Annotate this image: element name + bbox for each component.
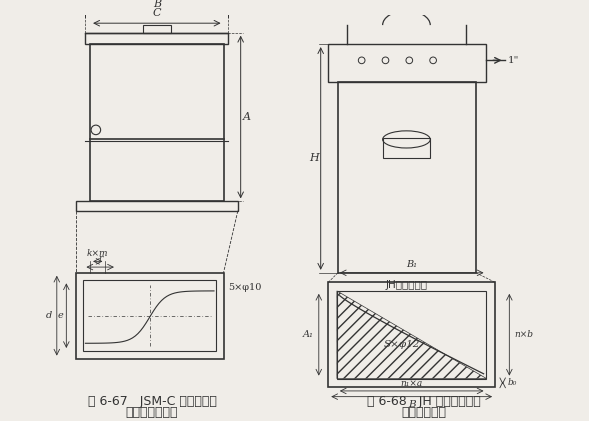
Bar: [383, 138, 430, 158]
Text: 5×φ10: 5×φ10: [229, 282, 262, 292]
Text: JH型安装法兰: JH型安装法兰: [385, 280, 428, 290]
Bar: [85, 33, 229, 44]
Text: 脉冲袋式除尘器: 脉冲袋式除尘器: [126, 406, 178, 419]
Text: B: B: [153, 0, 161, 9]
Text: b₀: b₀: [508, 378, 517, 387]
Text: A: A: [243, 112, 252, 122]
Text: B: B: [408, 400, 415, 410]
Text: H: H: [309, 154, 319, 163]
Text: 图 6-67   JSM-C 型库顶反吹: 图 6-67 JSM-C 型库顶反吹: [88, 395, 217, 408]
Text: r: r: [98, 254, 102, 263]
Bar: [143, 25, 171, 33]
Text: n₁×a: n₁×a: [401, 379, 423, 388]
Bar: [76, 201, 238, 211]
Text: n×b: n×b: [514, 330, 533, 339]
Text: k×m: k×m: [87, 248, 108, 258]
Bar: [76, 273, 223, 359]
Text: 冲袋式除尘器: 冲袋式除尘器: [401, 406, 446, 419]
Text: d: d: [46, 311, 52, 320]
Text: S×φ12: S×φ12: [383, 340, 420, 349]
Bar: [328, 44, 485, 82]
Bar: [90, 44, 223, 201]
Text: e: e: [58, 311, 64, 320]
Text: A₁: A₁: [303, 330, 314, 339]
Bar: [338, 82, 476, 273]
Text: 1": 1": [508, 56, 519, 65]
Bar: [337, 291, 487, 378]
Bar: [84, 280, 216, 351]
Text: 图 6-68   JH 型库顶反吹脉: 图 6-68 JH 型库顶反吹脉: [367, 395, 481, 408]
Text: C: C: [153, 8, 161, 19]
Text: B₁: B₁: [406, 260, 417, 269]
Bar: [328, 282, 495, 387]
